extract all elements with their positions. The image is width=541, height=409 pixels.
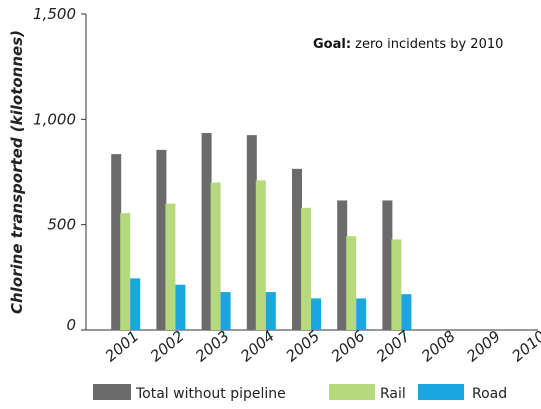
y-tick-label: 500 <box>47 216 76 234</box>
bar-total-without-pipeline-2002 <box>156 149 167 330</box>
x-tick-label: 2002 <box>147 327 188 365</box>
y-tick-labels: 0 500 1,000 1,500 <box>33 5 86 334</box>
y-tick-label: 1,000 <box>33 110 76 128</box>
bar-road-2001 <box>130 278 141 330</box>
legend: Total without pipeline Rail Road <box>93 384 507 402</box>
goal-annotation: Goal: zero incidents by 2010 <box>313 37 503 52</box>
y-tick-label: 1,500 <box>33 5 76 23</box>
x-tick-label: 2003 <box>192 327 233 365</box>
bar-rail-2001 <box>120 213 131 330</box>
legend-swatch-rail <box>329 384 375 400</box>
bar-total-without-pipeline-2006 <box>337 200 348 330</box>
bars <box>111 133 412 330</box>
bar-total-without-pipeline-2005 <box>292 168 302 330</box>
bar-road-2007 <box>401 294 412 330</box>
x-tick-label: 2009 <box>463 327 504 365</box>
bar-road-2002 <box>175 284 186 330</box>
legend-swatch-total-without-pipeline <box>93 384 131 400</box>
x-tick-label: 2004 <box>237 327 278 365</box>
bar-road-2004 <box>265 292 276 330</box>
bar-total-without-pipeline-2003 <box>201 133 212 330</box>
bar-total-without-pipeline-2004 <box>246 135 257 330</box>
bar-road-2005 <box>311 298 321 330</box>
bar-rail-2002 <box>165 203 176 330</box>
bar-total-without-pipeline-2001 <box>111 154 122 330</box>
legend-label-road: Road <box>472 386 507 402</box>
bar-rail-2005 <box>301 207 311 330</box>
legend-label-total-without-pipeline: Total without pipeline <box>135 386 286 402</box>
x-tick-label: 2006 <box>328 327 369 365</box>
x-tick-label: 2005 <box>282 327 323 365</box>
bar-road-2003 <box>220 292 231 330</box>
bar-rail-2004 <box>255 180 266 330</box>
x-tick-labels: 2001 2002 2003 2004 2005 2006 2007 2008 2009 2010 <box>102 327 541 366</box>
bar-rail-2007 <box>391 239 402 330</box>
bar-rail-2003 <box>210 182 221 330</box>
legend-label-rail: Rail <box>380 386 406 402</box>
bar-total-without-pipeline-2007 <box>382 200 393 330</box>
x-tick-label: 2008 <box>418 327 459 365</box>
x-tick-label: 2001 <box>102 327 143 365</box>
bar-road-2006 <box>356 298 367 330</box>
bar-rail-2006 <box>346 236 357 330</box>
y-axis-label: Chlorine transported (kilotonnes) <box>8 30 26 314</box>
x-tick-label: 2010 <box>508 327 541 365</box>
axes <box>85 14 538 331</box>
x-tick-label: 2007 <box>373 327 414 366</box>
legend-swatch-road <box>418 384 464 400</box>
goal-annotation-bold: Goal: <box>313 37 351 52</box>
y-tick-label: 0 <box>66 316 76 334</box>
goal-annotation-text: zero incidents by 2010 <box>351 37 503 52</box>
